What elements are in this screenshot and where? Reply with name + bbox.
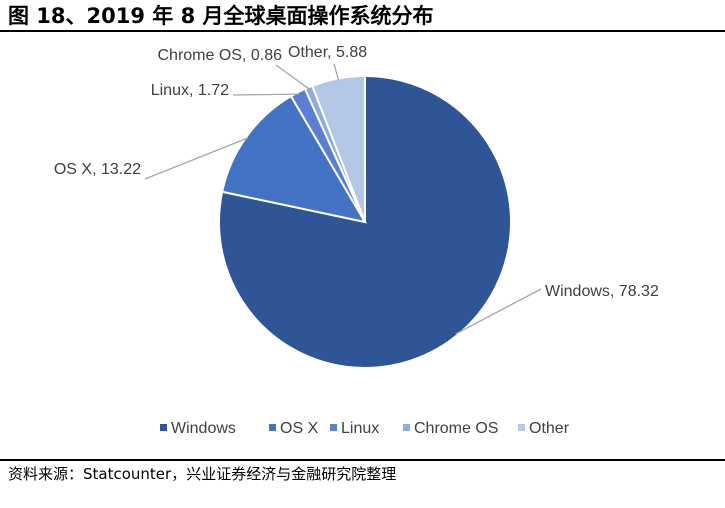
pie-chart: Windows, 78.32 OS X, 13.22 Linux, 1.72 Chro… bbox=[54, 44, 659, 437]
legend-item-windows: Windows bbox=[160, 420, 236, 437]
legend: Windows OS X Linux Chrome OS Other bbox=[160, 420, 570, 437]
legend-swatch-windows bbox=[160, 424, 167, 431]
legend-swatch-other bbox=[518, 424, 525, 431]
leader-line-windows bbox=[455, 288, 542, 335]
legend-item-other: Other bbox=[518, 420, 570, 437]
leader-line-linux bbox=[232, 93, 299, 96]
legend-label-windows: Windows bbox=[171, 420, 236, 437]
leader-line-chrome-os bbox=[275, 64, 310, 90]
legend-item-chrome-os: Chrome OS bbox=[403, 420, 498, 437]
slice-label-other: Other, 5.88 bbox=[288, 44, 367, 61]
legend-swatch-os-x bbox=[269, 424, 276, 431]
pie-slice-os-x bbox=[220, 94, 368, 224]
slice-label-linux: Linux, 1.72 bbox=[151, 82, 229, 99]
leader-line-other bbox=[333, 63, 340, 81]
slice-labels: Windows, 78.32 OS X, 13.22 Linux, 1.72 Chro… bbox=[54, 44, 659, 300]
legend-label-os-x: OS X bbox=[280, 420, 319, 437]
legend-item-os-x: OS X bbox=[269, 420, 319, 437]
legend-item-linux: Linux bbox=[330, 420, 379, 437]
slice-label-windows: Windows, 78.32 bbox=[545, 283, 659, 300]
slice-label-os-x: OS X, 13.22 bbox=[54, 161, 141, 178]
leader-lines bbox=[144, 63, 542, 335]
title-rule bbox=[0, 30, 725, 32]
legend-swatch-linux bbox=[330, 424, 337, 431]
legend-swatch-chrome-os bbox=[403, 424, 410, 431]
legend-label-other: Other bbox=[529, 420, 570, 437]
source-note: 资料来源：Statcounter，兴业证券经济与金融研究院整理 bbox=[8, 465, 397, 483]
pie-slices bbox=[218, 74, 513, 369]
leader-line-os-x bbox=[144, 137, 249, 180]
legend-label-linux: Linux bbox=[341, 420, 379, 437]
source-rule bbox=[0, 459, 725, 461]
figure-title: 图 18、2019 年 8 月全球桌面操作系统分布 bbox=[8, 4, 434, 28]
slice-label-chrome-os: Chrome OS, 0.86 bbox=[158, 47, 283, 64]
legend-label-chrome-os: Chrome OS bbox=[414, 420, 498, 437]
